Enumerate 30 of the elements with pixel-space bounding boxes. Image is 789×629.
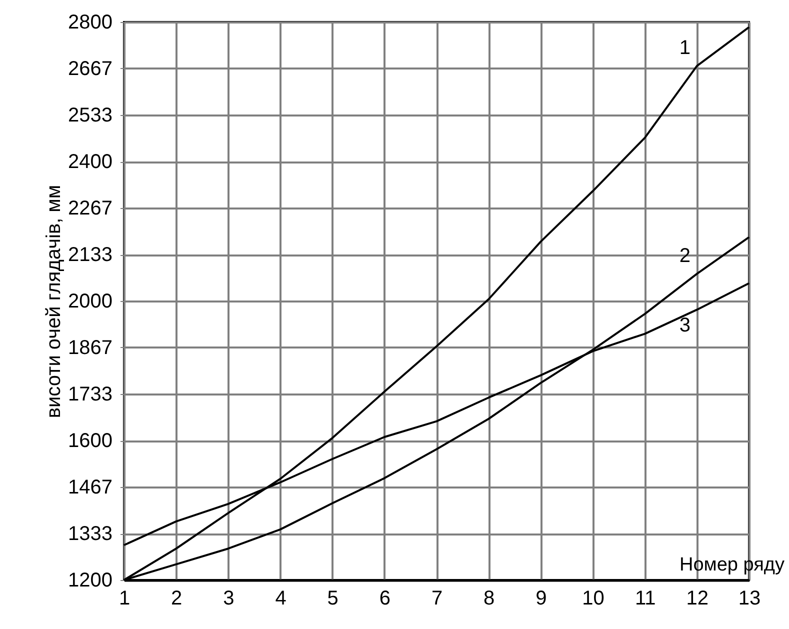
y-tick-label: 2267 [68, 197, 112, 220]
y-tick-label: 2133 [68, 244, 112, 266]
y-tick-label: 2533 [68, 104, 112, 127]
y-tick-label: 1600 [68, 430, 112, 452]
x-tick-label: 13 [738, 588, 761, 610]
y-tick-label: 2000 [68, 290, 112, 312]
y-tick-label: 1867 [68, 336, 112, 359]
y-tick-label: 1200 [68, 570, 112, 592]
x-tick-label: 1 [118, 588, 130, 610]
x-tick-label: 9 [536, 588, 547, 610]
y-tick-label: 2400 [68, 151, 112, 173]
y-tick-label: 2800 [68, 12, 112, 34]
x-tick-label: 11 [634, 588, 656, 610]
x-tick-label: 5 [327, 588, 338, 610]
y-tick-label: 1733 [68, 384, 112, 406]
y-axis-title: висоти очей глядачів, мм [43, 184, 66, 418]
y-tick-label: 1333 [68, 523, 112, 546]
x-tick-label: 10 [582, 588, 604, 610]
series-label: 1 [679, 36, 690, 59]
x-tick-label: 7 [431, 588, 443, 610]
x-tick-label: 6 [379, 588, 390, 610]
series-label: 3 [679, 314, 690, 337]
x-tick-label: 2 [171, 588, 182, 610]
y-tick-label: 2667 [68, 58, 112, 80]
x-tick-label: 3 [223, 588, 234, 610]
x-tick-label: 4 [275, 588, 286, 610]
series-label: 2 [679, 244, 690, 267]
x-tick-label: 8 [484, 588, 495, 610]
x-tick-label: 12 [686, 588, 709, 610]
y-tick-label: 1467 [68, 476, 112, 498]
